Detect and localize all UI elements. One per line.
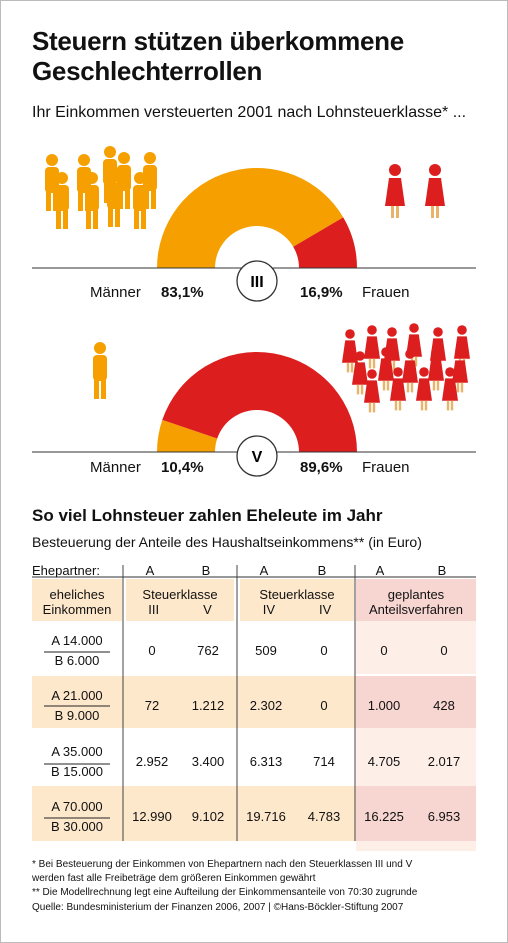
table-cell: 0 (320, 643, 328, 658)
table-cell: 762 (197, 643, 219, 658)
man-figure (107, 170, 121, 227)
income-header: eheliches Einkommen (42, 587, 112, 617)
group2-header: Steuerklasse IV IV (259, 587, 335, 617)
men-slice (157, 419, 218, 452)
table-title: So viel Lohnsteuer zahlen Eheleute im Ja… (32, 506, 383, 525)
income-b: B 15.000 (50, 764, 104, 779)
partner-col-5: A (375, 563, 385, 578)
woman-figure (342, 329, 358, 373)
gauge2-women-label: Frauen (362, 459, 410, 476)
class-iii-badge (236, 260, 278, 302)
tax-table-grid (32, 565, 476, 851)
table-cell: 0 (148, 643, 156, 658)
page-title: Steuern stützen überkommene Geschlechter… (32, 26, 404, 86)
woman-figure (406, 323, 422, 367)
income-b: B 9.000 (54, 708, 100, 723)
table-cell: 1.212 (191, 698, 225, 713)
table-cell: 0 (380, 643, 388, 658)
table-cell: 3.400 (191, 754, 225, 769)
group1-header-bg (126, 579, 234, 621)
gauge1-women-value: 16,9% (300, 284, 343, 301)
table-cell: 0 (440, 643, 448, 658)
man-figure (133, 172, 147, 229)
table-cell: 4.705 (367, 754, 401, 769)
class-v-label: V (252, 449, 263, 466)
partner-col-1: A (145, 563, 155, 578)
man-figure (85, 172, 99, 229)
man-figure (55, 172, 69, 229)
women-slice (293, 217, 357, 268)
man-figure (93, 342, 107, 399)
group3-header: geplantes Anteilsverfahren (369, 587, 463, 617)
woman-figure (378, 347, 394, 391)
table-cell: 2.302 (249, 698, 283, 713)
gauge-class-iii (157, 167, 357, 268)
table-subtitle: Besteuerung der Anteile des Haushaltsein… (32, 534, 422, 550)
table-cell: 6.953 (427, 809, 461, 824)
table-cell: 72 (144, 698, 160, 713)
income-a: A 14.000 (51, 633, 103, 648)
table-cell: 4.783 (307, 809, 341, 824)
men-slice (157, 167, 344, 268)
gauge2-men-value: 10,4% (161, 459, 204, 476)
woman-figure (452, 349, 468, 393)
footnote-2: ** Die Modellrechnung legt eine Aufteilu… (32, 887, 418, 898)
gauge2-men-label: Männer (90, 459, 141, 476)
income-a: A 21.000 (51, 688, 103, 703)
gauge1-men-label: Männer (90, 284, 141, 301)
gauge2-women-value: 89,6% (300, 459, 343, 476)
table-cell: 16.225 (364, 809, 404, 824)
woman-figure (425, 164, 445, 218)
woman-figure (416, 367, 432, 411)
income-b: B 30.000 (50, 819, 104, 834)
partner-col-3: A (259, 563, 269, 578)
partner-col-4: B (317, 563, 327, 578)
group1-header: Steuerklasse III V (142, 587, 218, 617)
table-cell: 19.716 (246, 809, 286, 824)
people-figures (45, 146, 470, 413)
table-cell: 2.952 (135, 754, 169, 769)
woman-figure (364, 369, 380, 413)
woman-figure (352, 351, 368, 395)
income-b: B 6.000 (54, 653, 100, 668)
table-cell: 6.313 (249, 754, 283, 769)
group2-header-bg (240, 579, 354, 621)
table-cell: 509 (255, 643, 277, 658)
partner-col-2: B (201, 563, 211, 578)
gauge1-men-value: 83,1% (161, 284, 204, 301)
woman-figure (428, 347, 444, 391)
gauge1-women-label: Frauen (362, 284, 410, 301)
table-cell: 9.102 (191, 809, 225, 824)
footnote-1a: * Bei Besteuerung der Einkommen von Ehep… (32, 859, 413, 870)
table-cell: 714 (313, 754, 335, 769)
footnote-1b: werden fast alle Freibeträge dem größere… (32, 873, 316, 884)
partner-label: Ehepartner: (32, 563, 100, 578)
woman-figure (364, 325, 380, 369)
income-header-bg (32, 579, 122, 621)
woman-figure (442, 367, 458, 411)
women-slice (162, 351, 357, 452)
source-line: Quelle: Bundesministerium der Finanzen 2… (32, 902, 404, 913)
table-cell: 2.017 (427, 754, 461, 769)
woman-figure (402, 349, 418, 393)
group3-header-bg (356, 579, 476, 621)
page-subtitle: Ihr Einkommen versteuerten 2001 nach Loh… (32, 104, 467, 121)
income-a: A 35.000 (51, 744, 103, 759)
table-cell: 12.990 (132, 809, 172, 824)
class-v-badge (236, 435, 278, 477)
gauge-charts: III V (32, 146, 476, 477)
gauge-class-v (157, 351, 357, 452)
table-cell: 428 (433, 698, 455, 713)
income-a: A 70.000 (51, 799, 103, 814)
class-iii-label: III (250, 274, 263, 291)
table-cell: 1.000 (367, 698, 401, 713)
woman-figure (390, 367, 406, 411)
partner-col-6: B (437, 563, 447, 578)
woman-figure (385, 164, 405, 218)
table-cell: 0 (320, 698, 328, 713)
